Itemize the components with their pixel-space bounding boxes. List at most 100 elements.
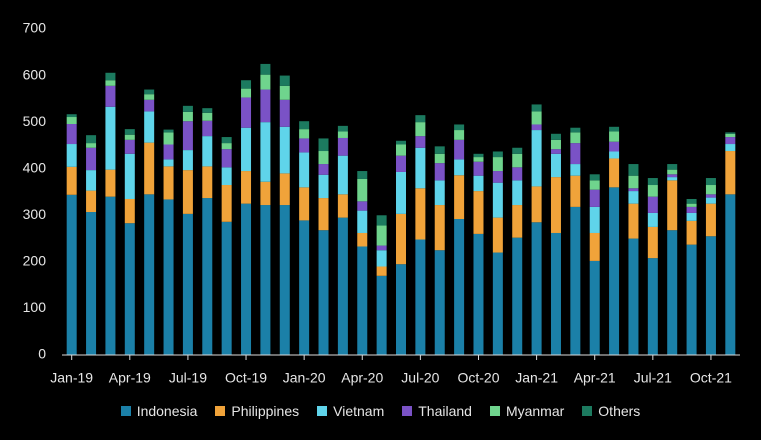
bar-segment xyxy=(415,147,426,189)
bar-segment xyxy=(357,171,368,179)
legend-item: Indonesia xyxy=(120,403,197,419)
bar-segment xyxy=(473,161,484,176)
y-tick-label: 400 xyxy=(23,159,47,175)
bar-segment xyxy=(357,246,368,355)
bar-segment xyxy=(221,137,232,144)
bar-segment xyxy=(318,174,329,199)
bar-segment xyxy=(512,147,523,154)
bar-segment xyxy=(337,137,348,156)
legend-item: Others xyxy=(582,403,640,419)
bar-segment xyxy=(299,138,310,153)
bar-segment xyxy=(473,157,484,162)
bar-segment xyxy=(434,163,445,181)
bar-segment xyxy=(609,187,620,355)
bar-segment xyxy=(66,114,77,118)
bar-segment xyxy=(434,205,445,251)
bar-segment xyxy=(279,75,290,86)
bar-segment xyxy=(86,135,97,144)
bar-segment xyxy=(279,126,290,174)
bar-segment xyxy=(570,127,581,133)
x-tick-label: Apr-19 xyxy=(109,370,151,386)
bar-segment xyxy=(357,232,368,247)
legend-label: Others xyxy=(598,403,641,419)
legend-item: Vietnam xyxy=(317,403,384,419)
bar-segment xyxy=(570,164,581,176)
bar-segment xyxy=(647,212,658,227)
bar-segment xyxy=(202,120,213,137)
bar-segment xyxy=(144,99,155,112)
bar-segment xyxy=(454,219,465,355)
bar-segment xyxy=(279,85,290,100)
bar-segment xyxy=(144,89,155,95)
bar-segment xyxy=(337,125,348,132)
bar-segment xyxy=(241,88,252,98)
bar-segment xyxy=(105,169,116,197)
bar-segment xyxy=(667,230,678,355)
bar-segment xyxy=(512,237,523,355)
legend-label: Myanmar xyxy=(505,403,565,419)
bar-segment xyxy=(492,217,503,253)
bar-segment xyxy=(667,180,678,231)
bar-segment xyxy=(415,136,426,148)
bar-segment xyxy=(105,196,116,355)
legend-label: Vietnam xyxy=(333,403,385,419)
bar-segment xyxy=(66,124,77,145)
bar-segment xyxy=(628,164,639,176)
bar-segment xyxy=(570,132,581,144)
bar-segment xyxy=(725,144,736,152)
bar-segment xyxy=(434,146,445,154)
bar-segment xyxy=(686,220,697,245)
bar-segment xyxy=(628,238,639,355)
bar-segment xyxy=(202,166,213,199)
bar-segment xyxy=(454,124,465,131)
bar-segment xyxy=(589,232,600,261)
bar-segment xyxy=(163,144,174,160)
y-tick-label: 200 xyxy=(23,253,47,269)
bar-segment xyxy=(396,155,406,172)
bar-segment xyxy=(299,187,310,221)
bar-segment xyxy=(105,72,116,81)
bar-segment xyxy=(376,245,387,251)
bar-segment xyxy=(376,266,387,276)
bar-segment xyxy=(279,173,290,206)
bar-segment xyxy=(628,191,639,204)
bar-segment xyxy=(105,80,116,86)
bar-segment xyxy=(512,205,523,238)
bar-segment xyxy=(396,213,406,265)
bar-segment xyxy=(241,171,252,204)
bar-segment xyxy=(396,140,406,145)
bar-segment xyxy=(667,174,678,178)
bar-segment xyxy=(396,171,406,214)
bar-segment xyxy=(221,143,232,150)
bar-segment xyxy=(357,210,368,233)
bar-segment xyxy=(144,111,155,143)
bar-segment xyxy=(86,147,97,171)
legend-swatch xyxy=(317,406,328,416)
bar-segment xyxy=(725,133,736,138)
bar-segment xyxy=(221,185,232,222)
bar-segment xyxy=(299,220,310,355)
y-tick-label: 100 xyxy=(23,299,47,315)
bar-segment xyxy=(647,258,658,355)
bar-segment xyxy=(202,108,213,113)
bar-segment xyxy=(531,186,542,223)
x-tick-label: Jan-21 xyxy=(515,370,558,386)
legend-item: Philippines xyxy=(215,403,299,419)
bar-segment xyxy=(570,206,581,355)
bar-segment xyxy=(260,89,271,123)
bar-segment xyxy=(705,185,716,195)
legend-item: Thailand xyxy=(402,403,472,419)
bar-segment xyxy=(279,99,290,127)
bar-segment xyxy=(454,139,465,160)
x-tick-label: Jul-20 xyxy=(401,370,439,386)
bar-segment xyxy=(66,194,77,355)
y-tick-label: 0 xyxy=(38,346,46,362)
bar-segment xyxy=(415,115,426,123)
bar-segment xyxy=(705,178,716,186)
bar-segment xyxy=(531,130,542,187)
bar-segment xyxy=(337,194,348,218)
bar-segment xyxy=(86,143,97,148)
bar-segment xyxy=(357,201,368,211)
legend-label: Thailand xyxy=(418,403,472,419)
bar-segment xyxy=(124,129,135,135)
